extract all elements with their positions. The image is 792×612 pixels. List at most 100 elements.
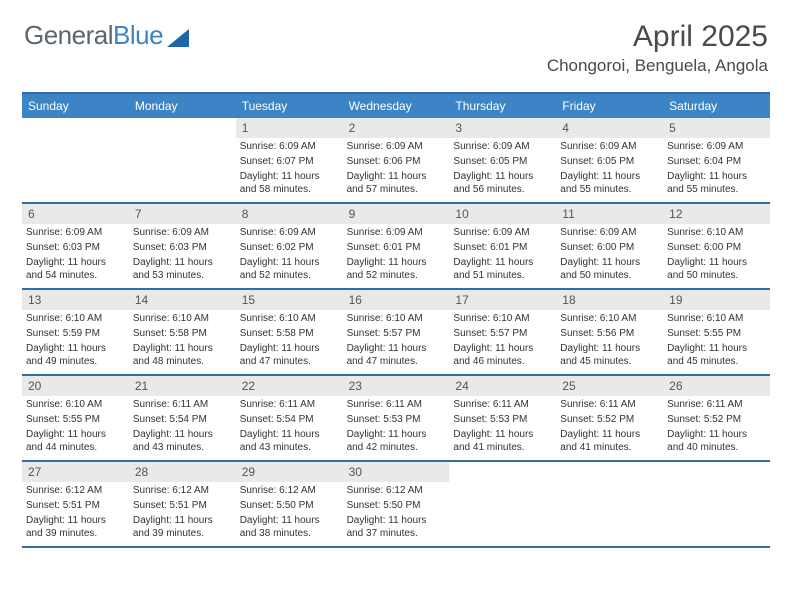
sunset-text: Sunset: 5:51 PM xyxy=(129,497,236,512)
daylight-text: Daylight: 11 hours and 40 minutes. xyxy=(663,426,770,454)
day-cell xyxy=(663,462,770,546)
day-number: 28 xyxy=(129,462,236,482)
logo-word-1: General xyxy=(24,20,113,50)
logo-text: GeneralBlue xyxy=(24,20,163,51)
sunset-text: Sunset: 6:00 PM xyxy=(663,239,770,254)
day-number: 12 xyxy=(663,204,770,224)
sunset-text: Sunset: 5:55 PM xyxy=(663,325,770,340)
sunrise-text: Sunrise: 6:09 AM xyxy=(236,138,343,153)
day-cell: 8Sunrise: 6:09 AMSunset: 6:02 PMDaylight… xyxy=(236,204,343,288)
daylight-text: Daylight: 11 hours and 39 minutes. xyxy=(22,512,129,540)
sunset-text: Sunset: 6:01 PM xyxy=(343,239,450,254)
logo-triangle-icon xyxy=(167,29,189,47)
day-cell: 2Sunrise: 6:09 AMSunset: 6:06 PMDaylight… xyxy=(343,118,450,202)
day-number: 5 xyxy=(663,118,770,138)
sunrise-text: Sunrise: 6:11 AM xyxy=(556,396,663,411)
sunset-text: Sunset: 5:58 PM xyxy=(236,325,343,340)
week-row: 13Sunrise: 6:10 AMSunset: 5:59 PMDayligh… xyxy=(22,290,770,376)
day-cell: 17Sunrise: 6:10 AMSunset: 5:57 PMDayligh… xyxy=(449,290,556,374)
day-cell: 27Sunrise: 6:12 AMSunset: 5:51 PMDayligh… xyxy=(22,462,129,546)
daylight-text: Daylight: 11 hours and 53 minutes. xyxy=(129,254,236,282)
sunrise-text: Sunrise: 6:09 AM xyxy=(236,224,343,239)
day-number: 27 xyxy=(22,462,129,482)
daylight-text: Daylight: 11 hours and 47 minutes. xyxy=(236,340,343,368)
day-cell: 30Sunrise: 6:12 AMSunset: 5:50 PMDayligh… xyxy=(343,462,450,546)
day-header: Monday xyxy=(129,94,236,118)
day-header: Tuesday xyxy=(236,94,343,118)
calendar: Sunday Monday Tuesday Wednesday Thursday… xyxy=(22,92,770,548)
day-number xyxy=(449,462,556,482)
week-row: 20Sunrise: 6:10 AMSunset: 5:55 PMDayligh… xyxy=(22,376,770,462)
day-number: 24 xyxy=(449,376,556,396)
daylight-text: Daylight: 11 hours and 37 minutes. xyxy=(343,512,450,540)
sunset-text: Sunset: 6:07 PM xyxy=(236,153,343,168)
daylight-text: Daylight: 11 hours and 52 minutes. xyxy=(343,254,450,282)
sunrise-text: Sunrise: 6:10 AM xyxy=(22,310,129,325)
sunrise-text: Sunrise: 6:12 AM xyxy=(22,482,129,497)
day-cell xyxy=(556,462,663,546)
daylight-text: Daylight: 11 hours and 55 minutes. xyxy=(663,168,770,196)
day-number xyxy=(556,462,663,482)
sunrise-text: Sunrise: 6:10 AM xyxy=(663,310,770,325)
day-number: 4 xyxy=(556,118,663,138)
sunrise-text: Sunrise: 6:10 AM xyxy=(556,310,663,325)
sunrise-text: Sunrise: 6:09 AM xyxy=(556,224,663,239)
day-number: 19 xyxy=(663,290,770,310)
sunrise-text: Sunrise: 6:12 AM xyxy=(236,482,343,497)
day-number xyxy=(663,462,770,482)
sunrise-text: Sunrise: 6:11 AM xyxy=(663,396,770,411)
sunrise-text: Sunrise: 6:10 AM xyxy=(129,310,236,325)
day-cell: 12Sunrise: 6:10 AMSunset: 6:00 PMDayligh… xyxy=(663,204,770,288)
sunrise-text: Sunrise: 6:11 AM xyxy=(236,396,343,411)
day-number: 10 xyxy=(449,204,556,224)
day-cell: 23Sunrise: 6:11 AMSunset: 5:53 PMDayligh… xyxy=(343,376,450,460)
day-number: 11 xyxy=(556,204,663,224)
day-cell xyxy=(449,462,556,546)
sunrise-text: Sunrise: 6:11 AM xyxy=(343,396,450,411)
sunset-text: Sunset: 6:04 PM xyxy=(663,153,770,168)
day-number: 26 xyxy=(663,376,770,396)
daylight-text: Daylight: 11 hours and 49 minutes. xyxy=(22,340,129,368)
daylight-text: Daylight: 11 hours and 57 minutes. xyxy=(343,168,450,196)
week-row: 1Sunrise: 6:09 AMSunset: 6:07 PMDaylight… xyxy=(22,118,770,204)
page-title: April 2025 xyxy=(547,20,768,54)
day-number: 17 xyxy=(449,290,556,310)
sunset-text: Sunset: 5:55 PM xyxy=(22,411,129,426)
sunset-text: Sunset: 6:03 PM xyxy=(22,239,129,254)
daylight-text: Daylight: 11 hours and 50 minutes. xyxy=(663,254,770,282)
sunrise-text: Sunrise: 6:09 AM xyxy=(663,138,770,153)
day-cell: 24Sunrise: 6:11 AMSunset: 5:53 PMDayligh… xyxy=(449,376,556,460)
week-row: 27Sunrise: 6:12 AMSunset: 5:51 PMDayligh… xyxy=(22,462,770,548)
logo: GeneralBlue xyxy=(24,20,189,51)
day-cell: 10Sunrise: 6:09 AMSunset: 6:01 PMDayligh… xyxy=(449,204,556,288)
day-number: 9 xyxy=(343,204,450,224)
daylight-text: Daylight: 11 hours and 43 minutes. xyxy=(236,426,343,454)
daylight-text: Daylight: 11 hours and 46 minutes. xyxy=(449,340,556,368)
daylight-text: Daylight: 11 hours and 42 minutes. xyxy=(343,426,450,454)
day-cell: 22Sunrise: 6:11 AMSunset: 5:54 PMDayligh… xyxy=(236,376,343,460)
sunset-text: Sunset: 6:02 PM xyxy=(236,239,343,254)
day-number: 18 xyxy=(556,290,663,310)
day-header: Sunday xyxy=(22,94,129,118)
sunrise-text: Sunrise: 6:10 AM xyxy=(22,396,129,411)
day-header: Saturday xyxy=(663,94,770,118)
sunrise-text: Sunrise: 6:09 AM xyxy=(556,138,663,153)
weeks-container: 1Sunrise: 6:09 AMSunset: 6:07 PMDaylight… xyxy=(22,118,770,548)
daylight-text: Daylight: 11 hours and 44 minutes. xyxy=(22,426,129,454)
daylight-text: Daylight: 11 hours and 41 minutes. xyxy=(449,426,556,454)
day-cell: 26Sunrise: 6:11 AMSunset: 5:52 PMDayligh… xyxy=(663,376,770,460)
week-row: 6Sunrise: 6:09 AMSunset: 6:03 PMDaylight… xyxy=(22,204,770,290)
sunrise-text: Sunrise: 6:09 AM xyxy=(129,224,236,239)
day-header: Wednesday xyxy=(343,94,450,118)
sunrise-text: Sunrise: 6:09 AM xyxy=(343,138,450,153)
day-number: 22 xyxy=(236,376,343,396)
day-number: 23 xyxy=(343,376,450,396)
day-cell: 13Sunrise: 6:10 AMSunset: 5:59 PMDayligh… xyxy=(22,290,129,374)
day-number: 8 xyxy=(236,204,343,224)
sunrise-text: Sunrise: 6:09 AM xyxy=(343,224,450,239)
sunset-text: Sunset: 5:57 PM xyxy=(449,325,556,340)
daylight-text: Daylight: 11 hours and 38 minutes. xyxy=(236,512,343,540)
day-cell: 19Sunrise: 6:10 AMSunset: 5:55 PMDayligh… xyxy=(663,290,770,374)
daylight-text: Daylight: 11 hours and 41 minutes. xyxy=(556,426,663,454)
day-cell: 5Sunrise: 6:09 AMSunset: 6:04 PMDaylight… xyxy=(663,118,770,202)
